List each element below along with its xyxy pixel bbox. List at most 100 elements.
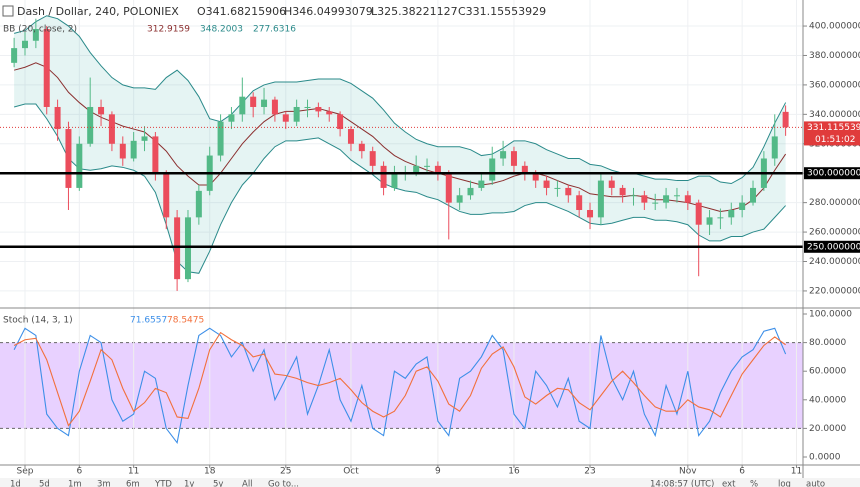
- line-price-label: 300.00000000: [807, 169, 860, 179]
- candle-body: [750, 187, 757, 203]
- option-button[interactable]: ext: [722, 480, 736, 487]
- line-price-box: [804, 167, 860, 180]
- x-tick-label: 23: [584, 467, 595, 477]
- candle-body: [565, 187, 572, 196]
- candle-body: [174, 217, 181, 280]
- y-tick-label: 20.0000: [809, 424, 846, 434]
- y-tick-label: 340.00000000: [809, 110, 860, 120]
- candle-body: [717, 217, 724, 219]
- candle-body: [184, 217, 191, 280]
- candle-body: [65, 129, 72, 188]
- candle-body: [87, 106, 94, 144]
- candle-body: [271, 99, 278, 115]
- candle-body: [413, 165, 420, 174]
- x-tick-label: Sep: [17, 467, 34, 477]
- x-tick-label: 11: [791, 467, 802, 477]
- candle-body: [337, 114, 344, 130]
- goto-button[interactable]: Go to...: [268, 480, 299, 487]
- range-button[interactable]: All: [242, 480, 253, 487]
- stoch-line: [13, 327, 787, 445]
- candle-body: [587, 209, 594, 218]
- candle-body: [98, 106, 105, 115]
- candle-body: [434, 165, 441, 174]
- option-button[interactable]: log: [778, 480, 791, 487]
- candle-body: [782, 111, 789, 128]
- candle-body: [510, 151, 517, 166]
- toolbar: [0, 478, 860, 487]
- stoch-line: [13, 331, 786, 427]
- y-tick-label: 0.0000: [809, 452, 841, 462]
- candle-body: [532, 173, 539, 181]
- candle-body: [771, 136, 778, 159]
- candle-body: [369, 151, 376, 166]
- symbol-icon[interactable]: [2, 5, 14, 17]
- y-tick-label: 400.00000000: [809, 22, 860, 32]
- high-label: H346.04993079: [284, 5, 373, 18]
- stoch-pane: 0.0000 20.0000 40.0000 60.0000 80.0000 100.00…: [0, 308, 852, 477]
- candle-body: [217, 121, 224, 156]
- stoch-title: Stoch (14, 3, 1): [3, 316, 73, 326]
- y-tick-label: 60.0000: [809, 367, 846, 377]
- option-button[interactable]: %: [750, 480, 758, 487]
- candle-body: [119, 143, 126, 159]
- range-button[interactable]: 5y: [213, 480, 223, 487]
- bb-value: 277.6316: [253, 25, 296, 35]
- x-tick-label: 16: [508, 467, 520, 477]
- line-price-box: [804, 240, 860, 253]
- candle-body: [489, 158, 496, 181]
- stoch-value: 78.5475: [167, 316, 204, 326]
- range-button[interactable]: 3m: [97, 480, 111, 487]
- range-button[interactable]: 1d: [10, 480, 21, 487]
- candle-body: [54, 106, 61, 130]
- toolbar-items: 1d 5d 1m 3m 6m YTD 1y 5y All Go to... 14:08:57 (UT…: [10, 480, 825, 487]
- range-button[interactable]: 5d: [39, 480, 50, 487]
- candle-body: [152, 136, 159, 174]
- clock: 14:08:57 (UTC): [650, 480, 714, 487]
- candle-body: [608, 180, 615, 188]
- y-tick-label: 240.00000000: [809, 257, 860, 267]
- countdown-label: 01:51:02: [815, 135, 855, 145]
- low-label: L325.38221127: [371, 5, 458, 18]
- candle-body: [43, 28, 50, 107]
- candle-body: [282, 114, 289, 122]
- y-tick-label: 80.0000: [809, 338, 846, 348]
- x-tick-label: 18: [204, 467, 216, 477]
- x-tick-label: Oct: [343, 467, 359, 477]
- candle-body: [576, 195, 583, 210]
- x-tick-label: 11: [128, 467, 139, 477]
- candle-body: [326, 111, 333, 115]
- bb-value: 348.2003: [200, 25, 243, 35]
- y-tick-label: 360.00000000: [809, 80, 860, 90]
- close-label: C331.15553929: [458, 5, 546, 18]
- range-button[interactable]: 1m: [68, 480, 82, 487]
- line-price-label: 250.00000000: [807, 242, 860, 252]
- candle-body: [554, 187, 561, 189]
- option-button[interactable]: auto: [806, 480, 825, 487]
- stoch-value: 71.6557: [130, 316, 167, 326]
- bb-value: 312.9159: [147, 25, 190, 35]
- range-button[interactable]: 1y: [184, 480, 194, 487]
- candle-body: [706, 217, 713, 225]
- candle-body: [684, 195, 691, 203]
- candle-body: [728, 209, 735, 218]
- candle-body: [141, 136, 148, 141]
- y-tick-label: 40.0000: [809, 395, 846, 405]
- candle-body: [456, 195, 463, 203]
- candle-body: [108, 114, 115, 144]
- candle-body: [76, 143, 83, 188]
- y-tick-label: 280.00000000: [809, 198, 860, 208]
- candle-body: [641, 195, 648, 203]
- range-button[interactable]: 6m: [126, 480, 140, 487]
- x-tick-label: Nov: [679, 467, 697, 477]
- bb-line: [13, 103, 786, 274]
- band-fill: [14, 15, 786, 274]
- candle-body: [673, 195, 680, 197]
- candle-body: [391, 173, 398, 188]
- candle-body: [358, 143, 365, 152]
- candle-body: [261, 99, 268, 107]
- candle-body: [445, 173, 452, 203]
- range-button[interactable]: YTD: [154, 480, 172, 487]
